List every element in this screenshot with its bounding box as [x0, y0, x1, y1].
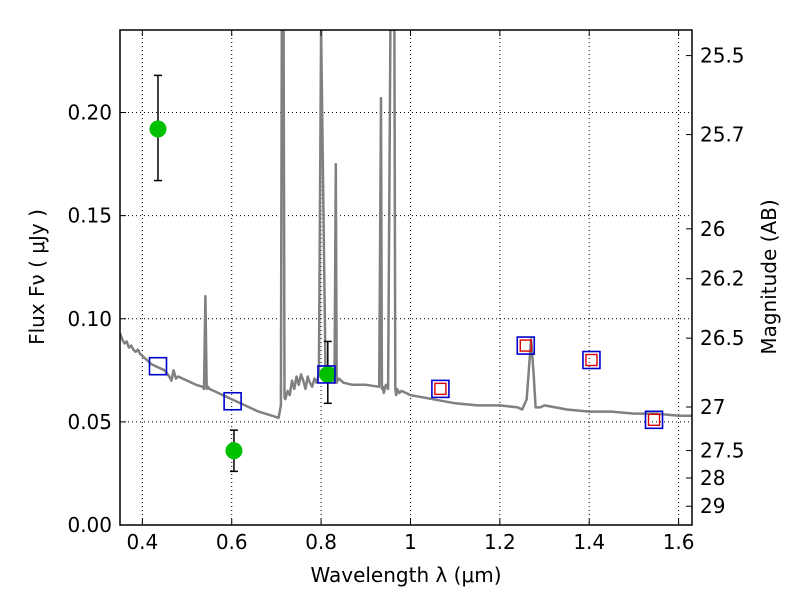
y-tick-label: 0.15	[67, 204, 112, 228]
y-tick-label: 0.20	[67, 101, 112, 125]
x-tick-label: 1.6	[663, 530, 695, 554]
grid	[120, 30, 692, 525]
model-flux-square	[223, 391, 242, 411]
right-axis-label: Magnitude (AB)	[757, 199, 781, 354]
photometry-point	[225, 442, 243, 460]
y-tick-label: 0.05	[67, 410, 112, 434]
x-tick-label: 0.8	[305, 530, 337, 554]
predicted-flux-square	[585, 353, 598, 367]
y-tick-label: 0.00	[67, 513, 112, 537]
photometry-point	[319, 365, 337, 383]
model-flux-square	[317, 365, 336, 384]
model-flux-square	[644, 410, 664, 430]
right-tick-label: 26	[700, 217, 725, 241]
ticks: 0.4 0.6 0.8 1 1.2 1.4 1.6 0.00 0.05 0.10 0.15 0.20 2…	[67, 30, 745, 554]
model-flux-square	[148, 356, 168, 376]
plot-frame	[119, 29, 693, 526]
x-tick-label: 0.6	[216, 530, 248, 554]
sed-model-line	[120, 30, 692, 420]
series-layer	[120, 30, 692, 473]
right-tick-label: 26.5	[700, 326, 745, 350]
x-tick-label: 1.2	[484, 530, 516, 554]
x-tick-label: 1	[404, 530, 417, 554]
right-tick-label: 25.5	[700, 44, 745, 68]
y-tick-label: 0.10	[67, 307, 112, 331]
right-tick-label: 29	[700, 494, 725, 518]
x-axis-label: Wavelength λ (μm)	[310, 563, 501, 587]
predicted-flux-square	[519, 339, 532, 352]
model-flux-square	[431, 379, 450, 399]
right-tick-label: 26.2	[700, 267, 745, 291]
right-tick-label: 25.7	[700, 123, 745, 147]
right-tick-label: 27.5	[700, 439, 745, 463]
predicted-flux-square	[647, 413, 661, 427]
model-flux-square	[582, 350, 601, 370]
x-tick-label: 0.4	[126, 530, 158, 554]
x-tick-label: 1.4	[573, 530, 605, 554]
right-tick-label: 28	[700, 466, 725, 490]
right-tick-label: 27	[700, 395, 725, 419]
y-axis-label: Flux Fν ( μJy )	[25, 209, 49, 345]
predicted-flux-square	[434, 382, 447, 396]
model-flux-square	[516, 336, 536, 355]
photometry-point	[149, 120, 167, 138]
